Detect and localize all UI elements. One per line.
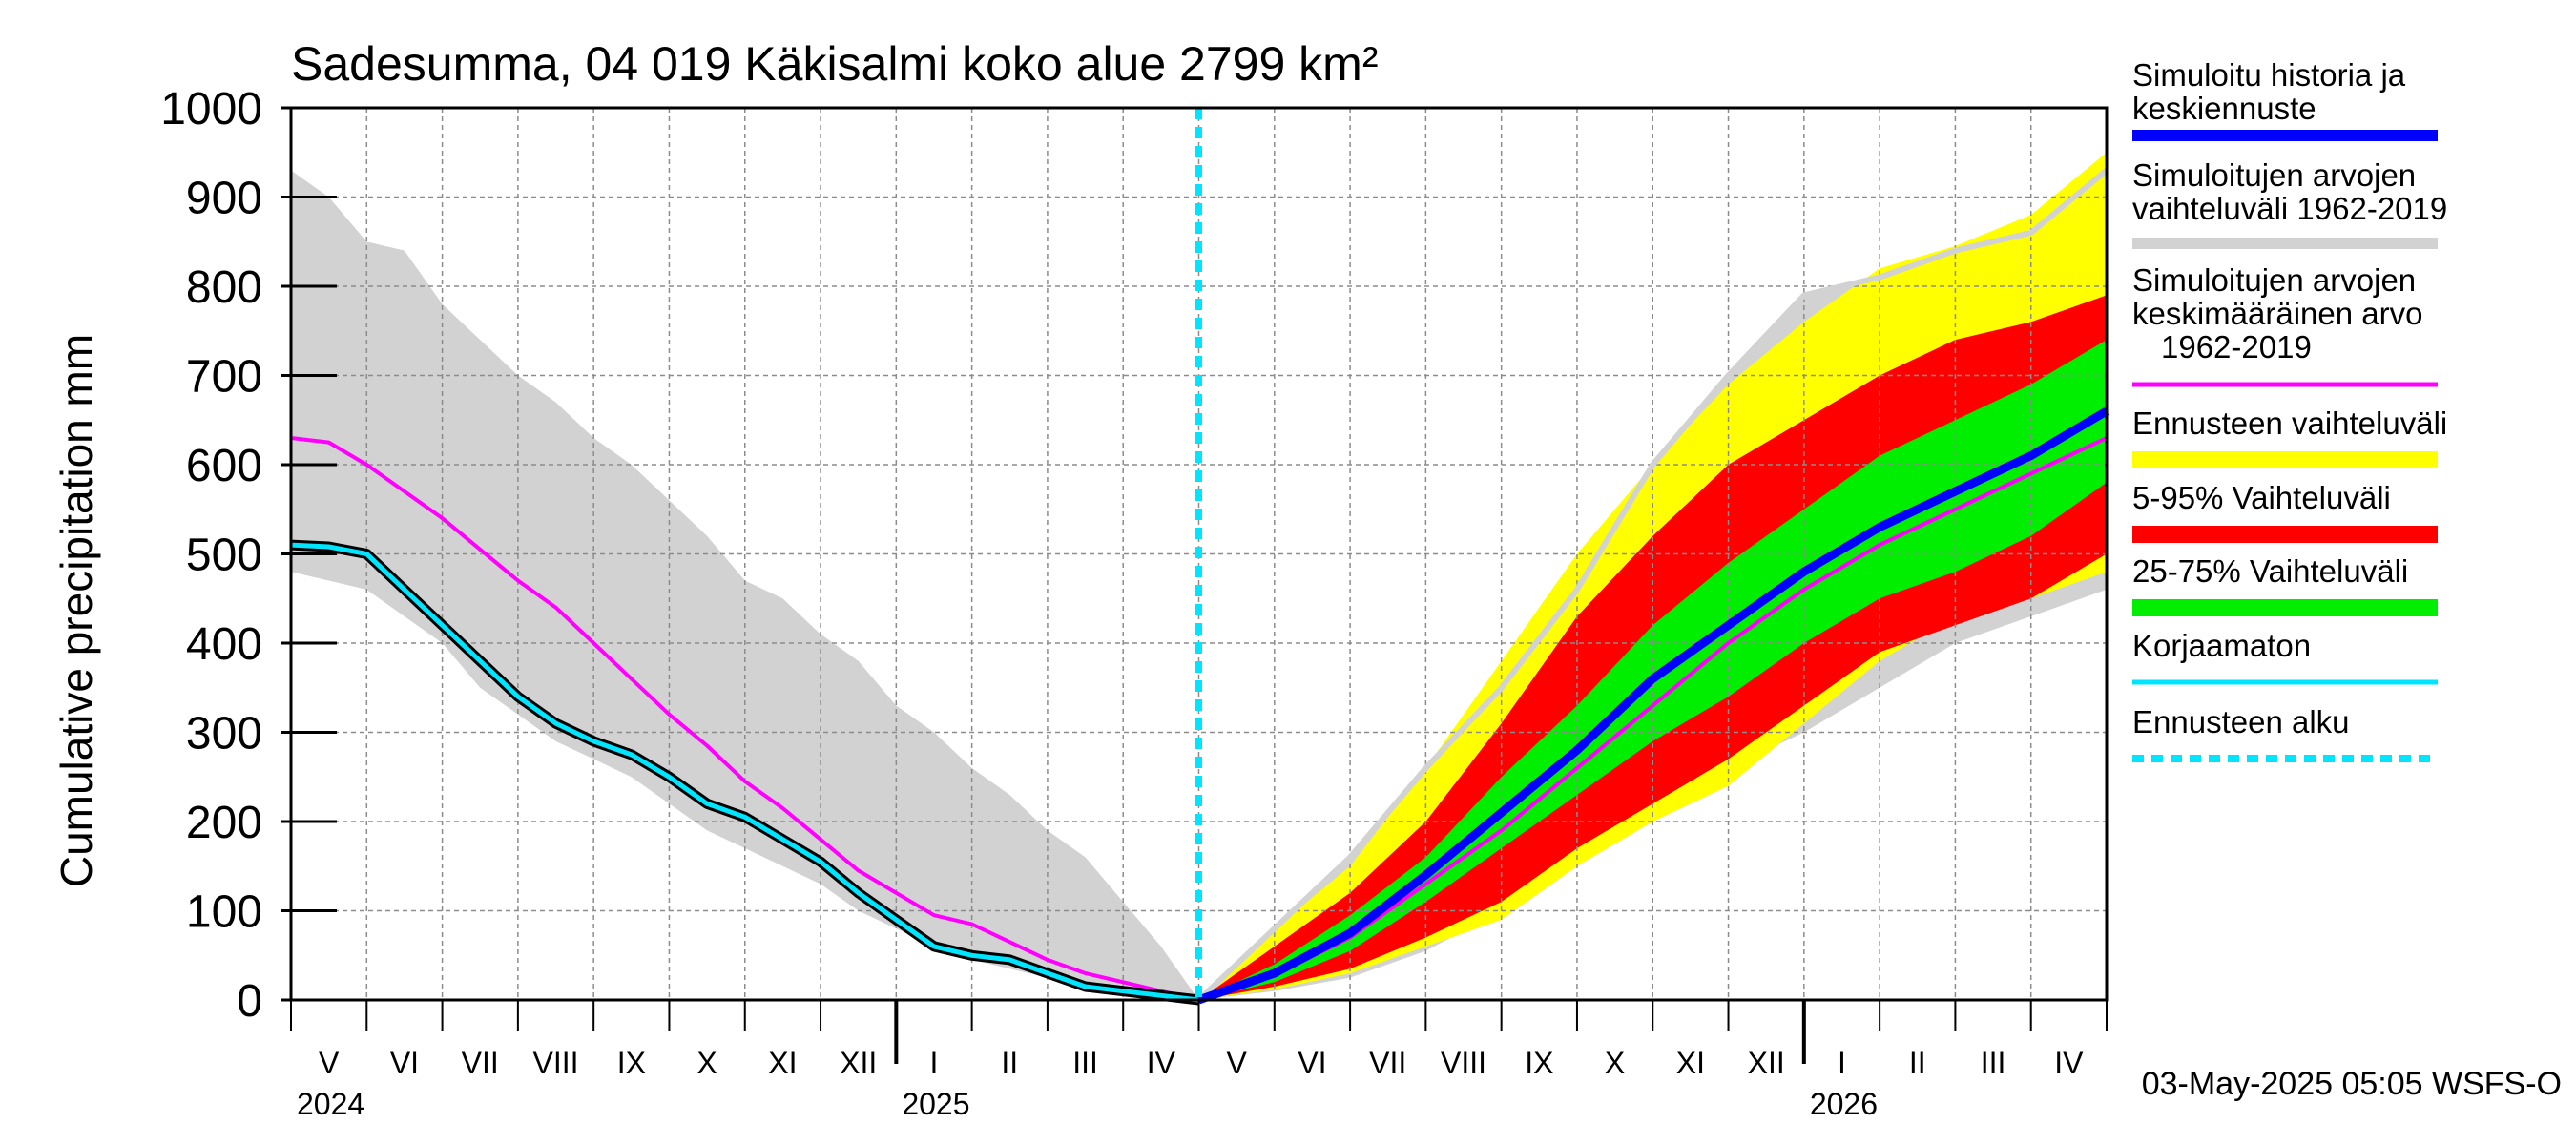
x-month-label: I (1838, 1046, 1846, 1080)
chart-title: Sadesumma, 04 019 Käkisalmi koko alue 27… (291, 37, 1378, 91)
x-month-label: IX (617, 1046, 646, 1080)
legend-label: 1962-2019 (2161, 329, 2312, 364)
forecast-history-max-line (1196, 168, 2109, 1003)
x-month-label: II (1909, 1046, 1926, 1080)
x-month-label: VI (1298, 1046, 1326, 1080)
x-month-label: III (1072, 1046, 1098, 1080)
history-simulated-line (290, 542, 1199, 1003)
legend-label: 25-75% Vaihteluväli (2132, 553, 2408, 589)
x-month-label: X (696, 1046, 717, 1080)
y-axis: 0 100 200 300 400 500 600 700 800 900 1000 (160, 84, 337, 1027)
x-month-label: VII (1369, 1046, 1406, 1080)
y-tick-label: 1000 (160, 84, 262, 135)
x-year-label: 2024 (297, 1087, 364, 1121)
legend-label: Ennusteen alku (2132, 704, 2350, 739)
x-month-label: XI (1676, 1046, 1705, 1080)
y-tick-label: 900 (186, 174, 262, 224)
forecast-median-line (1197, 407, 2109, 1005)
history-mean-line (290, 436, 1199, 1002)
x-month-label: XII (1748, 1046, 1785, 1080)
y-tick-label: 100 (186, 887, 262, 938)
legend-label: keskiennuste (2132, 91, 2316, 126)
x-month-label: V (319, 1046, 340, 1080)
x-month-label: IV (1147, 1046, 1176, 1080)
x-month-label: X (1605, 1046, 1625, 1080)
legend-label: Korjaamaton (2132, 628, 2311, 663)
y-tick-label: 800 (186, 262, 262, 313)
x-month-label: XI (768, 1046, 797, 1080)
y-tick-label: 600 (186, 441, 262, 491)
y-tick-label: 0 (237, 976, 262, 1027)
x-month-label: IV (2054, 1046, 2084, 1080)
legend-label: vaihteluväli 1962-2019 (2132, 191, 2447, 226)
x-month-label: IX (1525, 1046, 1553, 1080)
x-month-label: VII (462, 1046, 499, 1080)
x-month-label: XII (840, 1046, 877, 1080)
x-month-label: VIII (1441, 1046, 1486, 1080)
y-axis-label: Cumulative precipitation mm (52, 334, 101, 887)
y-tick-label: 400 (186, 619, 262, 670)
y-tick-label: 500 (186, 531, 262, 581)
legend-label: 5-95% Vaihteluväli (2132, 480, 2391, 515)
legend-label: Simuloitujen arvojen (2132, 157, 2416, 193)
x-axis: V VI VII VIII IX X XI XII I II III IV V VI VII VIII IX X X… (290, 1000, 2108, 1121)
y-tick-label: 700 (186, 352, 262, 403)
footer-timestamp: 03-May-2025 05:05 WSFS-O (2142, 1066, 2562, 1102)
legend-label: Simuloitujen arvojen (2132, 262, 2416, 298)
y-tick-label: 300 (186, 709, 262, 760)
legend-label: Ennusteen vaihteluväli (2132, 406, 2447, 441)
x-month-label: I (930, 1046, 939, 1080)
x-month-label: II (1001, 1046, 1018, 1080)
x-month-label: VI (390, 1046, 419, 1080)
y-tick-label: 200 (186, 798, 262, 848)
x-month-label: V (1226, 1046, 1247, 1080)
legend-label: keskimääräinen arvo (2132, 296, 2422, 331)
x-month-label: VIII (533, 1046, 579, 1080)
legend-label: Simuloitu historia ja (2132, 57, 2406, 93)
x-year-label: 2025 (902, 1087, 969, 1121)
x-month-label: III (1981, 1046, 2006, 1080)
x-year-label: 2026 (1810, 1087, 1878, 1121)
plot-area (289, 106, 2109, 1006)
